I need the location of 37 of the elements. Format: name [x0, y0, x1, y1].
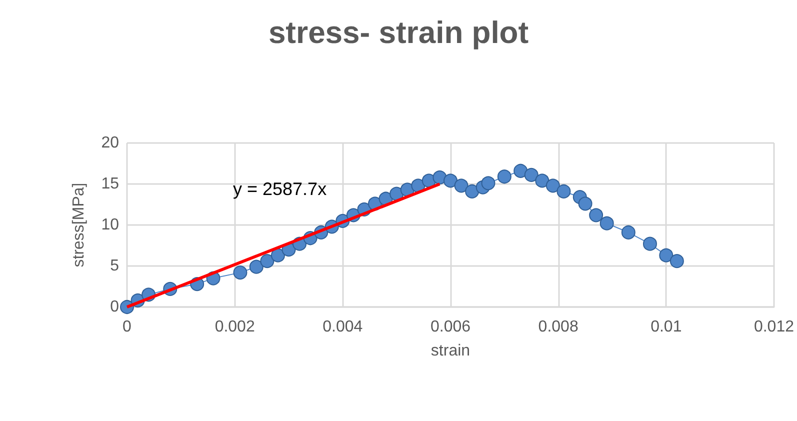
x-tick-label: 0.006 — [430, 318, 471, 336]
point — [249, 260, 264, 274]
point — [600, 216, 614, 230]
point — [481, 176, 496, 190]
point — [524, 168, 538, 182]
y-tick-label: 15 — [101, 176, 120, 192]
chart-title: stress- strain plot — [268, 15, 529, 50]
point — [233, 266, 248, 280]
x-tick-label: 0.012 — [754, 318, 794, 336]
point — [642, 236, 657, 251]
point — [589, 208, 604, 222]
y-tick-label: 20 — [101, 134, 120, 152]
x-tick-label: 0 — [122, 318, 132, 336]
point — [621, 225, 636, 240]
point — [270, 248, 285, 262]
x-tick-label: 0.004 — [322, 318, 363, 336]
x-tick-label: 0.002 — [214, 318, 255, 336]
x-tick-label: 0.01 — [650, 318, 682, 336]
y-axis-title: stress[MPa] — [70, 182, 88, 268]
point — [465, 184, 480, 198]
point — [444, 174, 458, 188]
point — [556, 184, 571, 198]
y-tick-label: 0 — [110, 298, 120, 316]
point — [514, 164, 528, 178]
point — [546, 178, 560, 193]
y-tick-label: 5 — [110, 258, 120, 274]
point — [670, 254, 684, 268]
point — [497, 170, 512, 184]
point — [260, 254, 274, 268]
point — [535, 174, 550, 188]
annotation: y = 2587.7x — [233, 179, 327, 199]
y-tick-label: 10 — [101, 216, 120, 234]
point — [578, 196, 592, 211]
point — [454, 178, 468, 193]
point — [659, 248, 674, 262]
x-axis-title: strain — [430, 342, 470, 360]
x-tick-label: 0.008 — [538, 318, 578, 336]
